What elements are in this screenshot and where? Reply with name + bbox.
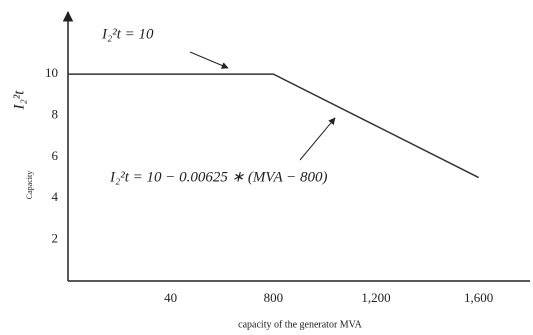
x-axis-label: capacity of the generator MVA — [238, 319, 362, 330]
annotation-arrow — [299, 117, 336, 161]
x-tick-label: 1,200 — [361, 290, 390, 305]
y-axis-label: I₂²t — [11, 90, 27, 111]
y-tick-label: 2 — [52, 231, 59, 246]
x-tick-label: 800 — [264, 290, 284, 305]
annotation: I₂²t = 10 — [101, 26, 154, 42]
x-tick-label: 40 — [164, 290, 177, 305]
line-series — [68, 73, 480, 179]
y-tick-label: 8 — [52, 106, 59, 121]
y-tick-label: 10 — [45, 65, 58, 80]
y-tick-label: 4 — [52, 189, 59, 204]
annotation: I₂²t = 10 − 0.00625 ∗ (MVA − 800) — [109, 169, 328, 185]
y-axis-sublabel: Capacity — [25, 171, 34, 199]
x-tick-label: 1,600 — [464, 290, 493, 305]
annotation-arrow — [189, 51, 229, 69]
y-tick-label: 6 — [52, 148, 59, 163]
